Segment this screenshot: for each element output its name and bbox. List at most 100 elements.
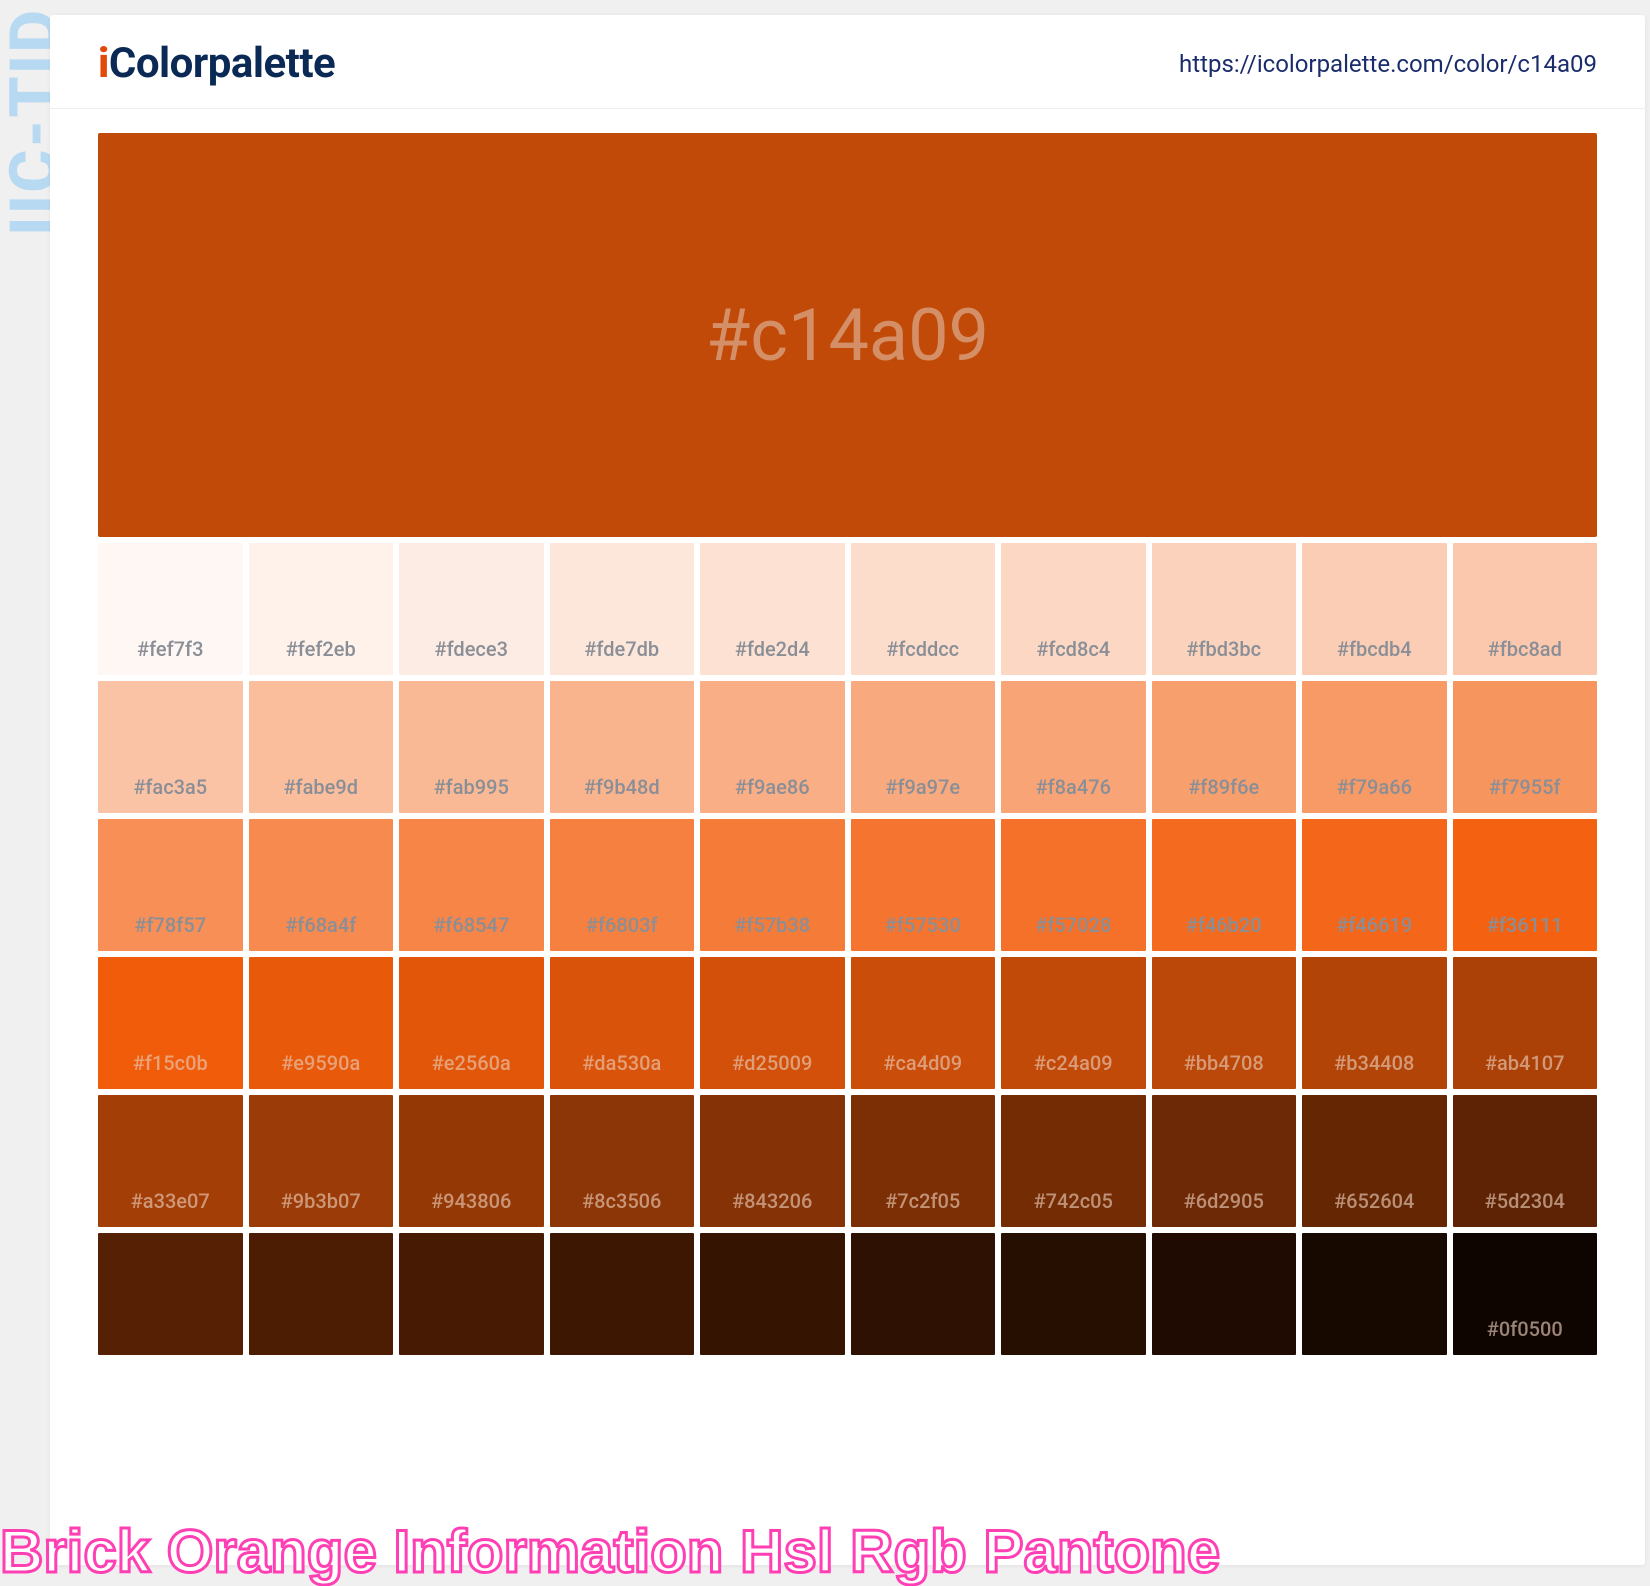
swatch-hex-label: #f46b20 [1186,913,1262,937]
color-swatch[interactable] [1302,1233,1447,1355]
color-swatch[interactable]: #7c2f05 [851,1095,996,1227]
swatch-hex-label: #fbc8ad [1488,637,1562,661]
color-swatch[interactable]: #c24a09 [1001,957,1146,1089]
swatch-hex-label: #da530a [582,1051,661,1075]
color-swatch[interactable]: #fef7f3 [98,543,243,675]
color-swatch[interactable] [399,1233,544,1355]
color-swatch[interactable]: #f46619 [1302,819,1447,951]
color-swatch[interactable]: #f15c0b [98,957,243,1089]
color-swatch[interactable]: #e2560a [399,957,544,1089]
site-logo[interactable]: iColorpalette [98,39,335,88]
color-swatch[interactable]: #fcd8c4 [1001,543,1146,675]
color-swatch[interactable]: #b34408 [1302,957,1447,1089]
swatch-hex-label: #f9b48d [584,775,660,799]
swatch-hex-label: #f8a476 [1036,775,1111,799]
color-swatch[interactable]: #943806 [399,1095,544,1227]
color-swatch[interactable]: #843206 [700,1095,845,1227]
color-swatch[interactable]: #da530a [550,957,695,1089]
swatch-hex-label: #fef2eb [286,637,356,661]
color-swatch[interactable]: #f57530 [851,819,996,951]
swatch-hex-label: #fbd3bc [1186,637,1261,661]
page-url[interactable]: https://icolorpalette.com/color/c14a09 [1179,50,1597,78]
color-swatch[interactable]: #f46b20 [1152,819,1297,951]
color-swatch[interactable]: #fabe9d [249,681,394,813]
color-swatch[interactable]: #fbd3bc [1152,543,1297,675]
color-swatch[interactable]: #fef2eb [249,543,394,675]
color-swatch[interactable] [249,1233,394,1355]
color-swatch[interactable]: #fbc8ad [1453,543,1598,675]
swatch-hex-label: #943806 [431,1189,511,1213]
color-swatch[interactable]: #f57028 [1001,819,1146,951]
swatch-hex-label: #f36111 [1487,913,1563,937]
swatch-hex-label: #f57028 [1035,913,1111,937]
hero-swatch[interactable]: #c14a09 [98,133,1597,537]
swatch-hex-label: #ab4107 [1485,1051,1565,1075]
color-swatch[interactable] [851,1233,996,1355]
color-swatch[interactable] [550,1233,695,1355]
swatch-hex-label: #6d2905 [1184,1189,1264,1213]
color-swatch[interactable]: #f68547 [399,819,544,951]
logo-text: Colorpalette [109,39,335,88]
swatch-hex-label: #c24a09 [1034,1051,1113,1075]
color-swatch[interactable]: #fac3a5 [98,681,243,813]
color-swatch[interactable]: #e9590a [249,957,394,1089]
color-swatch[interactable]: #f9b48d [550,681,695,813]
swatch-hex-label: #f89f6e [1188,775,1259,799]
swatch-hex-label: #f79a66 [1337,775,1412,799]
color-swatch[interactable]: #d25009 [700,957,845,1089]
logo-accent: i [98,39,109,88]
swatch-hex-label: #0f0500 [1487,1317,1563,1341]
color-swatch[interactable]: #f7955f [1453,681,1598,813]
swatch-hex-label: #fac3a5 [133,775,207,799]
color-swatch[interactable] [1152,1233,1297,1355]
color-swatch[interactable] [1001,1233,1146,1355]
color-swatch[interactable]: #bb4708 [1152,957,1297,1089]
swatch-hex-label: #9b3b07 [281,1189,361,1213]
color-swatch[interactable]: #f9ae86 [700,681,845,813]
swatch-hex-label: #d25009 [732,1051,812,1075]
color-swatch[interactable]: #fbcdb4 [1302,543,1447,675]
color-swatch[interactable]: #652604 [1302,1095,1447,1227]
swatch-hex-label: #f68a4f [285,913,356,937]
color-swatch[interactable]: #5d2304 [1453,1095,1598,1227]
color-swatch[interactable]: #f78f57 [98,819,243,951]
color-swatch[interactable]: #fab995 [399,681,544,813]
page-card: iColorpalette https://icolorpalette.com/… [50,15,1645,1565]
swatch-hex-label: #8c3506 [582,1189,661,1213]
color-swatch[interactable]: #8c3506 [550,1095,695,1227]
color-swatch[interactable]: #fde7db [550,543,695,675]
color-swatch[interactable]: #9b3b07 [249,1095,394,1227]
swatch-hex-label: #5d2304 [1485,1189,1565,1213]
swatch-hex-label: #f6803f [586,913,658,937]
swatch-hex-label: #f57530 [885,913,961,937]
color-swatch[interactable]: #f8a476 [1001,681,1146,813]
content: #c14a09 #fef7f3 #fef2eb #fdece3 #fde7db #fde… [50,109,1645,1355]
color-swatch[interactable]: #f9a97e [851,681,996,813]
color-swatch[interactable]: #f6803f [550,819,695,951]
color-swatch[interactable]: #6d2905 [1152,1095,1297,1227]
color-swatch[interactable]: #f57b38 [700,819,845,951]
swatch-hex-label: #f15c0b [133,1051,208,1075]
color-swatch[interactable]: #f68a4f [249,819,394,951]
color-swatch[interactable]: #fcddcc [851,543,996,675]
swatch-hex-label: #fef7f3 [137,637,203,661]
color-swatch[interactable]: #f89f6e [1152,681,1297,813]
swatch-hex-label: #fabe9d [284,775,359,799]
swatch-hex-label: #f68547 [433,913,509,937]
color-swatch[interactable]: #ca4d09 [851,957,996,1089]
color-swatch[interactable] [98,1233,243,1355]
color-swatch[interactable]: #fdece3 [399,543,544,675]
color-swatch[interactable]: #f36111 [1453,819,1598,951]
swatch-hex-label: #fde2d4 [735,637,810,661]
color-swatch[interactable]: #a33e07 [98,1095,243,1227]
swatch-hex-label: #fcd8c4 [1036,637,1110,661]
swatch-hex-label: #a33e07 [131,1189,210,1213]
color-swatch[interactable]: #0f0500 [1453,1233,1598,1355]
color-swatch[interactable] [700,1233,845,1355]
color-swatch[interactable]: #f79a66 [1302,681,1447,813]
header: iColorpalette https://icolorpalette.com/… [50,15,1645,109]
color-swatch[interactable]: #fde2d4 [700,543,845,675]
swatch-hex-label: #fde7db [584,637,659,661]
color-swatch[interactable]: #742c05 [1001,1095,1146,1227]
color-swatch[interactable]: #ab4107 [1453,957,1598,1089]
